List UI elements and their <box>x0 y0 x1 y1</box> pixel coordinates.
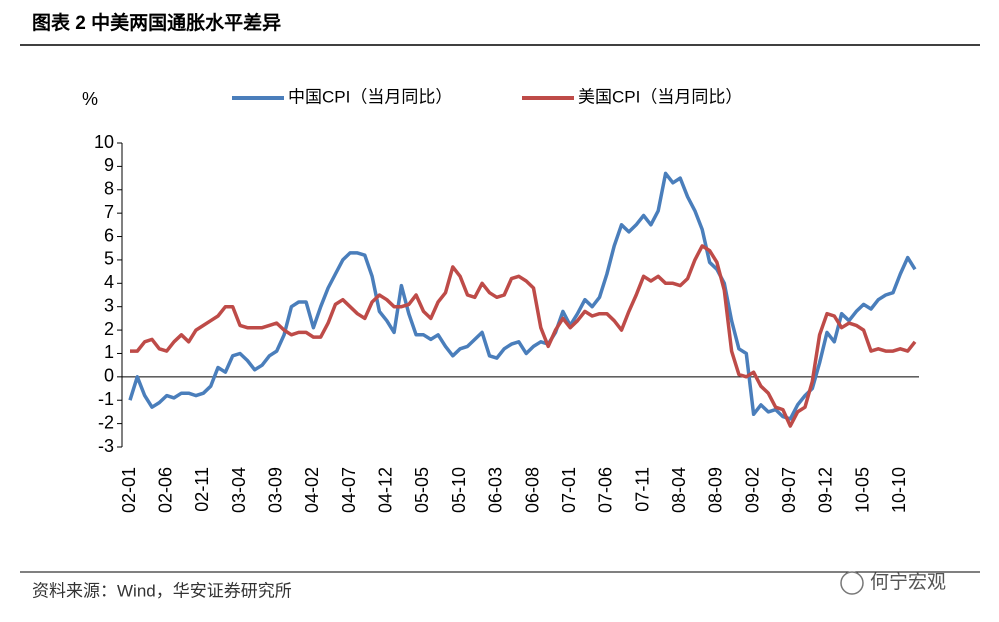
watermark-icon <box>840 571 864 595</box>
x-tick-label: 09-07 <box>779 467 799 513</box>
x-tick-label: 06-08 <box>522 467 542 513</box>
x-tick-label: 04-07 <box>339 467 359 513</box>
y-tick-label: 9 <box>104 155 114 175</box>
chart-title: 图表 2 中美两国通胀水平差异 <box>32 11 281 34</box>
x-tick-label: 05-10 <box>449 467 469 513</box>
x-tick-label: 03-09 <box>265 467 285 513</box>
x-tick-label: 05-05 <box>412 467 432 513</box>
x-tick-label: 06-03 <box>486 467 506 513</box>
x-tick-label: 02-01 <box>119 467 139 513</box>
y-tick-label: 0 <box>104 366 114 386</box>
x-tick-label: 08-09 <box>706 467 726 513</box>
y-tick-label: -3 <box>98 436 114 456</box>
x-tick-label: 04-12 <box>376 467 396 513</box>
x-tick-label: 09-02 <box>742 467 762 513</box>
x-tick-label: 07-01 <box>559 467 579 513</box>
x-tick-label: 09-12 <box>816 467 836 513</box>
series-line <box>128 171 917 421</box>
series-line <box>130 244 917 428</box>
y-tick-label: 10 <box>94 132 114 152</box>
source: 资料来源：Wind，华安证券研究所 <box>32 581 292 600</box>
x-tick-label: 07-06 <box>596 467 616 513</box>
legend-label: 中国CPI（当月同比） <box>288 87 452 106</box>
x-tick-label: 10-10 <box>889 467 909 513</box>
x-tick-label: 03-04 <box>229 467 249 513</box>
y-axis-label: % <box>82 89 98 109</box>
watermark: 何宁宏观 <box>870 571 946 593</box>
y-tick-label: 4 <box>104 272 114 292</box>
legend-label: 美国CPI（当月同比） <box>578 87 742 106</box>
x-tick-label: 02-11 <box>192 467 212 512</box>
x-tick-label: 08-04 <box>669 467 689 513</box>
y-tick-label: 7 <box>104 202 114 222</box>
x-tick-label: 10-05 <box>852 467 872 513</box>
y-tick-label: 1 <box>104 342 114 362</box>
x-tick-label: 07-11 <box>632 467 652 512</box>
y-tick-label: 3 <box>104 295 114 315</box>
x-tick-label: 04-02 <box>302 467 322 513</box>
y-tick-label: -2 <box>98 412 114 432</box>
y-tick-label: 5 <box>104 249 114 269</box>
y-tick-label: 6 <box>104 225 114 245</box>
x-tick-label: 02-06 <box>155 467 175 513</box>
y-tick-label: 2 <box>104 319 114 339</box>
y-tick-label: -1 <box>98 389 114 409</box>
y-tick-label: 8 <box>104 179 114 199</box>
